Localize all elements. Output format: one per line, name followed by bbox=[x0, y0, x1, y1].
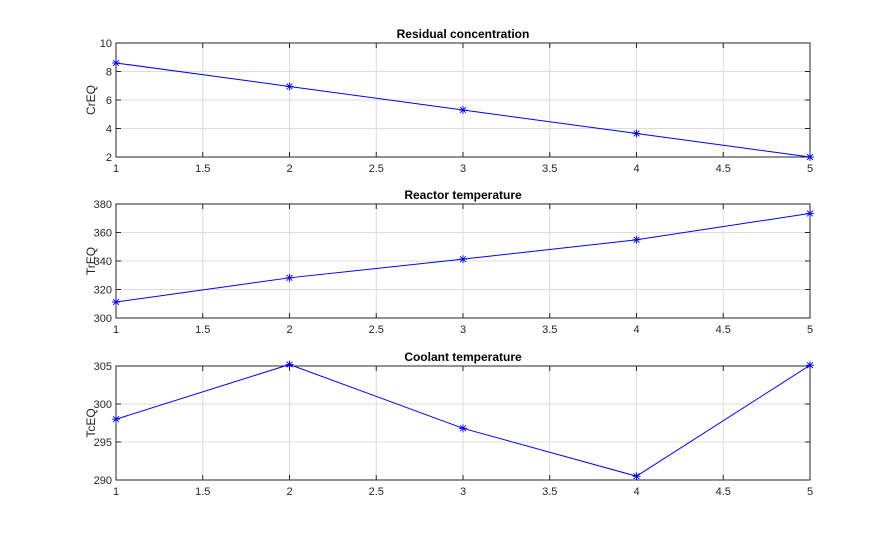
marker-stroke bbox=[112, 298, 120, 306]
residual-concentration-x-tick-label: 3.5 bbox=[542, 163, 557, 175]
reactor-temperature-x-tick-label: 5 bbox=[807, 324, 813, 336]
reactor-temperature-x-tick-label: 4 bbox=[633, 324, 639, 336]
marker-stroke bbox=[633, 236, 640, 243]
reactor-temperature-y-tick-label: 300 bbox=[94, 313, 112, 325]
residual-concentration-data-point bbox=[112, 58, 120, 67]
residual-concentration-y-axis-label: CrEQ bbox=[84, 85, 98, 115]
coolant-temperature-x-tick-label: 3.5 bbox=[542, 486, 557, 498]
coolant-temperature-data-point bbox=[806, 361, 814, 370]
reactor-temperature-y-axis-label: TrEQ bbox=[84, 247, 98, 275]
coolant-temperature-x-tick-label: 3 bbox=[460, 486, 466, 498]
residual-concentration-data-point bbox=[632, 129, 641, 138]
reactor-temperature-data-point bbox=[806, 209, 814, 218]
coolant-temperature-x-tick-label: 2 bbox=[286, 486, 292, 498]
coolant-temperature-x-tick-label: 2.5 bbox=[369, 486, 384, 498]
reactor-temperature-data-point bbox=[459, 255, 467, 264]
reactor-temperature-y-tick-label: 320 bbox=[94, 285, 112, 297]
residual-concentration-x-tick-label: 4 bbox=[633, 163, 639, 175]
reactor-temperature-y-tick-label: 360 bbox=[94, 228, 112, 240]
coolant-temperature-y-tick-label: 300 bbox=[94, 399, 112, 411]
coolant-temperature-x-tick-label: 1 bbox=[113, 486, 119, 498]
reactor-temperature-data-point bbox=[285, 273, 294, 282]
coolant-temperature-y-tick-label: 290 bbox=[94, 475, 112, 487]
residual-concentration-y-tick-label: 8 bbox=[106, 67, 112, 79]
coolant-temperature-y-axis-label: TcEQ bbox=[84, 408, 98, 437]
marker-stroke bbox=[286, 361, 293, 368]
marker-stroke bbox=[286, 83, 293, 90]
coolant-temperature-data-point bbox=[459, 424, 467, 433]
residual-concentration-y-tick-label: 10 bbox=[100, 38, 112, 50]
residual-concentration-y-tick-label: 2 bbox=[106, 152, 112, 164]
marker-stroke bbox=[459, 106, 467, 114]
coolant-temperature-chart: 1 1.5 2 2.5 3 3.5 4 4.5 5 290 295 300 305 Coolant tem… bbox=[84, 350, 814, 498]
residual-concentration-data-point bbox=[806, 153, 814, 161]
reactor-temperature-x-tick-label: 2 bbox=[286, 324, 292, 336]
residual-concentration-title: Residual concentration bbox=[397, 27, 530, 41]
reactor-temperature-data-point bbox=[632, 235, 641, 244]
marker-stroke bbox=[459, 425, 467, 432]
residual-concentration-x-tick-label: 5 bbox=[807, 163, 813, 175]
residual-concentration-x-tick-label: 3 bbox=[460, 163, 466, 175]
reactor-temperature-x-tick-label: 1 bbox=[113, 324, 119, 336]
marker-stroke bbox=[112, 59, 120, 67]
residual-concentration-x-tick-label: 2 bbox=[286, 163, 292, 175]
marker-stroke bbox=[112, 416, 120, 423]
coolant-temperature-data-point bbox=[632, 472, 641, 481]
coolant-temperature-title: Coolant temperature bbox=[404, 350, 522, 364]
residual-concentration-y-tick-label: 4 bbox=[106, 124, 112, 136]
residual-concentration-data-point bbox=[285, 82, 294, 91]
reactor-temperature-x-tick-label: 1.5 bbox=[195, 324, 210, 336]
coolant-temperature-y-tick-label: 305 bbox=[94, 361, 112, 373]
residual-concentration-y-tick-label: 6 bbox=[106, 95, 112, 107]
reactor-temperature-title: Reactor temperature bbox=[404, 188, 522, 202]
coolant-temperature-data-point bbox=[285, 360, 294, 369]
reactor-temperature-x-tick-label: 4.5 bbox=[716, 324, 731, 336]
reactor-temperature-chart: 1 1.5 2 2.5 3 3.5 4 4.5 5 300 320 340 360 380 Reactor … bbox=[84, 188, 814, 336]
coolant-temperature-x-tick-label: 4.5 bbox=[716, 486, 731, 498]
marker-stroke bbox=[806, 153, 814, 161]
reactor-temperature-y-tick-label: 340 bbox=[94, 256, 112, 268]
coolant-temperature-y-tick-label: 295 bbox=[94, 437, 112, 449]
coolant-temperature-data-point bbox=[112, 415, 120, 424]
residual-concentration-data-point bbox=[459, 105, 467, 114]
reactor-temperature-x-tick-label: 3 bbox=[460, 324, 466, 336]
marker-stroke bbox=[806, 362, 814, 369]
reactor-temperature-data-point bbox=[112, 298, 120, 307]
residual-concentration-x-tick-label: 1.5 bbox=[195, 163, 210, 175]
coolant-temperature-x-tick-label: 1.5 bbox=[195, 486, 210, 498]
residual-concentration-x-tick-label: 4.5 bbox=[716, 163, 731, 175]
marker-stroke bbox=[633, 473, 640, 480]
reactor-temperature-x-tick-label: 2.5 bbox=[369, 324, 384, 336]
coolant-temperature-x-tick-label: 4 bbox=[633, 486, 639, 498]
residual-concentration-x-tick-label: 1 bbox=[113, 163, 119, 175]
reactor-temperature-x-tick-label: 3.5 bbox=[542, 324, 557, 336]
marker-stroke bbox=[633, 130, 640, 137]
marker-stroke bbox=[806, 210, 814, 217]
marker-stroke bbox=[459, 255, 467, 263]
residual-concentration-x-tick-label: 2.5 bbox=[369, 163, 384, 175]
marker-stroke bbox=[286, 274, 293, 282]
coolant-temperature-x-tick-label: 5 bbox=[807, 486, 813, 498]
reactor-temperature-y-tick-label: 380 bbox=[94, 199, 112, 211]
residual-concentration-chart: 1 1.5 2 2.5 3 3.5 4 4.5 5 2 4 6 8 10 Residual concentr… bbox=[84, 27, 814, 175]
